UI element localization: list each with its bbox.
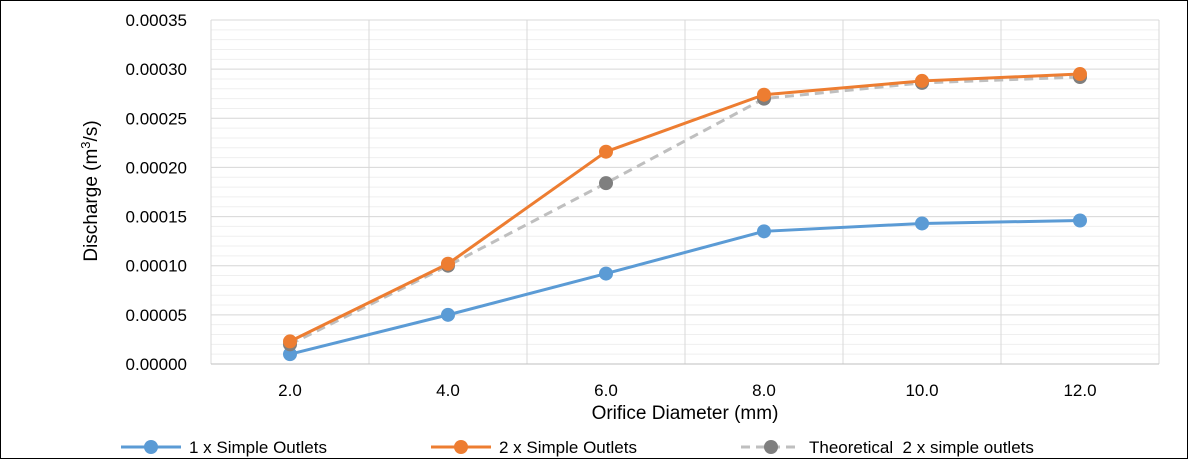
x-tick-label: 4.0 bbox=[436, 381, 460, 400]
legend-item-3: Theoretical 2 x simple outlets bbox=[741, 438, 1034, 457]
series-line bbox=[288, 219, 1082, 356]
y-tick-label: 0.00030 bbox=[126, 60, 187, 79]
y-tick-label: 0.00020 bbox=[126, 158, 187, 177]
x-tick-label: 8.0 bbox=[752, 381, 776, 400]
data-point bbox=[283, 347, 297, 362]
series-group bbox=[283, 67, 1087, 362]
y-tick-label: 0.00005 bbox=[126, 306, 187, 325]
data-point bbox=[599, 176, 613, 191]
legend-label: Theoretical 2 x simple outlets bbox=[809, 438, 1034, 457]
legend-marker bbox=[454, 440, 468, 454]
legend-marker bbox=[764, 440, 778, 454]
data-point bbox=[915, 73, 929, 88]
y-tick-label: 0.00010 bbox=[126, 257, 187, 276]
gridlines bbox=[210, 19, 1160, 365]
legend-item-1: 1 x Simple Outlets bbox=[121, 438, 327, 457]
legend: 1 x Simple Outlets 2 x Simple Outlets Theo… bbox=[121, 438, 1034, 457]
x-tick-label: 10.0 bbox=[905, 381, 938, 400]
series-1 bbox=[283, 213, 1087, 362]
data-point bbox=[441, 256, 455, 271]
x-tick-label: 12.0 bbox=[1063, 381, 1096, 400]
data-point bbox=[1073, 213, 1087, 228]
y-tick-label: 0.00025 bbox=[126, 109, 187, 128]
data-point bbox=[1073, 67, 1087, 82]
y-tick-label: 0.00000 bbox=[126, 355, 187, 374]
y-tick-label: 0.00015 bbox=[126, 208, 187, 227]
data-point bbox=[283, 334, 297, 349]
x-tick-labels: 2.0 4.0 6.0 8.0 10.0 12.0 bbox=[278, 381, 1096, 400]
x-tick-label: 6.0 bbox=[594, 381, 618, 400]
series-line bbox=[288, 72, 1082, 343]
y-tick-label: 0.00035 bbox=[126, 11, 187, 30]
y-tick-labels: 0.00000 0.00005 0.00010 0.00015 0.00020 0.000… bbox=[126, 11, 187, 374]
legend-label: 1 x Simple Outlets bbox=[189, 438, 327, 457]
legend-label: 2 x Simple Outlets bbox=[499, 438, 637, 457]
series-2 bbox=[283, 67, 1087, 349]
data-point bbox=[599, 266, 613, 281]
x-axis-title: Orifice Diameter (mm) bbox=[592, 403, 779, 424]
data-point bbox=[441, 307, 455, 322]
data-point bbox=[757, 224, 771, 239]
data-point bbox=[915, 216, 929, 231]
data-point bbox=[757, 87, 771, 102]
x-tick-label: 2.0 bbox=[278, 381, 302, 400]
data-point bbox=[599, 144, 613, 159]
legend-item-2: 2 x Simple Outlets bbox=[431, 438, 637, 457]
y-axis-title: Discharge (m3/s) bbox=[78, 120, 102, 261]
legend-marker bbox=[144, 440, 158, 454]
